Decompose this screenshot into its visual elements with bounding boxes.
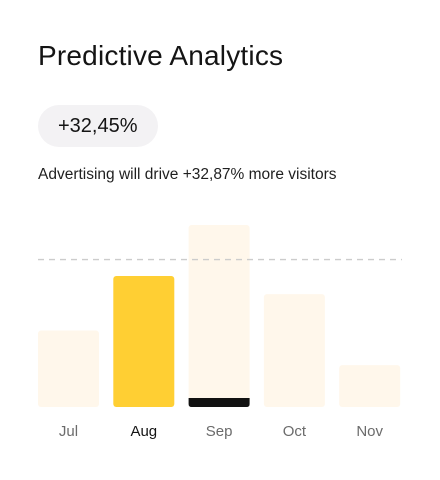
bar-oct[interactable] bbox=[263, 294, 325, 407]
bar-group-jul[interactable]: Jul bbox=[38, 330, 99, 440]
bar-group-sep[interactable]: Sep bbox=[188, 225, 250, 440]
bar-nov[interactable] bbox=[339, 365, 401, 407]
x-tick-label-jul: Jul bbox=[59, 423, 78, 440]
change-badge: +32,45% bbox=[38, 105, 158, 147]
bar-aug[interactable] bbox=[113, 275, 175, 407]
bar-group-oct[interactable]: Oct bbox=[263, 294, 325, 440]
bar-group-nov[interactable]: Nov bbox=[339, 365, 401, 440]
bar-group-aug[interactable]: Aug bbox=[113, 275, 175, 440]
x-tick-label-sep: Sep bbox=[206, 423, 233, 440]
x-tick-label-aug: Aug bbox=[130, 423, 157, 440]
card-description: Advertising will drive +32,87% more visi… bbox=[38, 166, 337, 183]
bar-marker-sep bbox=[188, 398, 250, 407]
x-tick-label-nov: Nov bbox=[356, 423, 383, 440]
card-title: Predictive Analytics bbox=[38, 40, 284, 71]
bar-sep[interactable] bbox=[188, 225, 250, 407]
bar-jul[interactable] bbox=[38, 330, 99, 407]
bar-chart: Jul Aug Sep Oct Nov bbox=[38, 225, 402, 440]
x-tick-label-oct: Oct bbox=[283, 423, 307, 440]
